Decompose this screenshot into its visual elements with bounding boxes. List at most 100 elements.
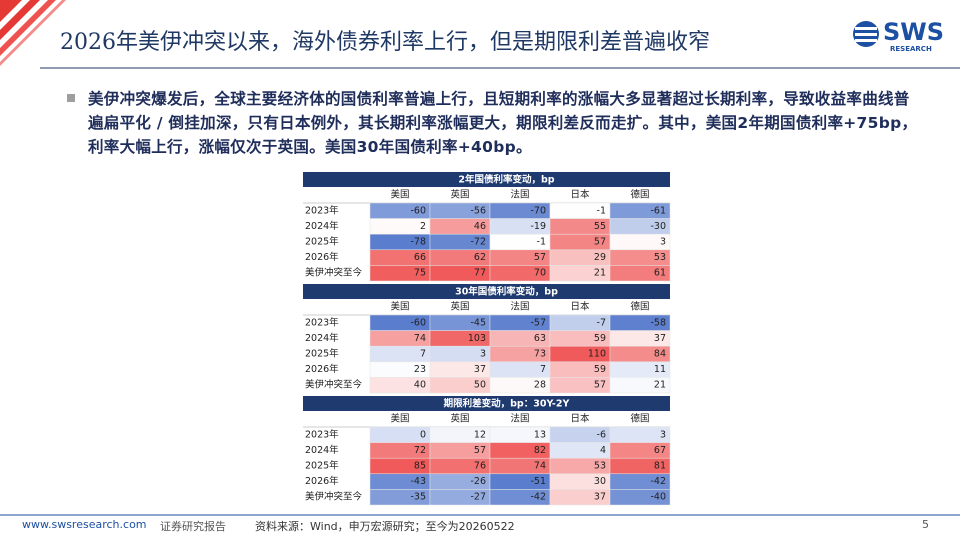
cell-value: -45 [470,317,486,328]
cell-value: -42 [530,492,546,503]
cell-value: 21 [654,380,666,391]
row-label: 2026年 [305,475,339,487]
cell-value: -30 [650,221,666,232]
column-header: 德国 [630,301,649,313]
cell-value: 4 [600,445,606,456]
footer-source: 资料来源：Wind，申万宏源研究；至今为20260522 [255,520,515,533]
logo-stripe [855,33,877,36]
cell-value: 66 [414,252,426,263]
column-header: 美国 [390,301,409,313]
row-label: 美伊冲突至今 [305,491,363,503]
row-label: 2025年 [305,348,339,360]
cell-value: 37 [594,492,606,503]
cell-value: 3 [480,349,486,360]
cell-value: -61 [650,205,666,216]
stripe [0,0,22,22]
cell-value: 57 [534,252,546,263]
bullet-marker [67,94,75,102]
cell-value: 13 [534,429,546,440]
cell-value: 55 [594,221,606,232]
cell-value: 70 [534,268,546,279]
cell-value: -78 [410,237,426,248]
cell-value: 11 [654,364,666,375]
cell-value: -1 [597,205,606,216]
cell-value: 59 [594,364,606,375]
logo-stripe [855,39,877,42]
cell-value: 84 [654,349,666,360]
section-title-bar [303,396,670,411]
column-header: 日本 [570,301,590,313]
row-label: 2024年 [305,444,339,456]
cell-value: 57 [594,237,606,248]
row-label: 2026年 [305,251,339,263]
cell-value: -70 [530,205,546,216]
cell-value: 103 [468,333,486,344]
row-label: 2023年 [305,316,339,328]
section-title-bar [303,172,670,187]
heat-cell [609,265,671,282]
row-label: 2024年 [305,332,339,344]
cell-value: 57 [594,380,606,391]
heat-cell [609,489,671,506]
bullet-text: 美伊冲突爆发后，全球主要经济体的国债利率普遍上行，且短期利率的涨幅大多显著超过长… [88,90,918,156]
cell-value: 74 [414,333,426,344]
heat-cell [609,377,671,394]
cell-value: 53 [654,252,666,263]
cell-value: 37 [654,333,666,344]
row-label: 2026年 [305,363,339,375]
column-header: 法国 [510,413,529,425]
cell-value: 76 [474,461,486,472]
cell-value: 2 [420,221,426,232]
row-label: 美伊冲突至今 [305,379,363,391]
cell-value: 21 [594,268,606,279]
cell-value: -40 [650,492,666,503]
cell-value: 67 [654,445,666,456]
cell-value: -60 [410,317,426,328]
cell-value: -26 [470,476,486,487]
row-label: 2024年 [305,220,339,232]
logo-brand: SWS [883,18,944,46]
cell-value: 0 [420,429,426,440]
cell-value: 72 [414,445,426,456]
column-header: 德国 [630,189,649,201]
cell-value: -7 [597,317,606,328]
footer-report: 证券研究报告 [160,520,226,533]
cell-value: -56 [470,205,486,216]
row-label: 2023年 [305,204,339,216]
cell-value: 53 [594,461,606,472]
column-header: 英国 [450,189,469,201]
column-header: 日本 [570,189,590,201]
cell-value: 12 [474,429,486,440]
row-label: 美伊冲突至今 [305,267,363,279]
cell-value: -51 [530,476,546,487]
footer-url: www.swsresearch.com [22,518,147,531]
cell-value: 3 [660,237,666,248]
column-header: 英国 [450,301,469,313]
cell-value: 29 [594,252,606,263]
stripe [0,0,66,66]
section-title-bar [303,284,670,299]
cell-value: 85 [414,461,426,472]
column-header: 美国 [390,189,409,201]
cell-value: 59 [594,333,606,344]
column-header: 美国 [390,413,409,425]
section-title: 30年国债利率变动，bp [455,286,558,298]
cell-value: 74 [534,461,546,472]
page-number: 5 [922,518,929,531]
cell-value: 28 [534,380,546,391]
cell-value: 77 [474,268,486,279]
row-label: 2025年 [305,236,339,248]
cell-value: 7 [420,349,426,360]
cell-value: -1 [537,237,546,248]
cell-value: 63 [534,333,546,344]
cell-value: 82 [534,445,546,456]
column-header: 法国 [510,301,529,313]
logo-stripe [855,27,877,30]
cell-value: 61 [654,268,666,279]
cell-value: 50 [474,380,486,391]
cell-value: -35 [410,492,426,503]
cell-value: -42 [650,476,666,487]
